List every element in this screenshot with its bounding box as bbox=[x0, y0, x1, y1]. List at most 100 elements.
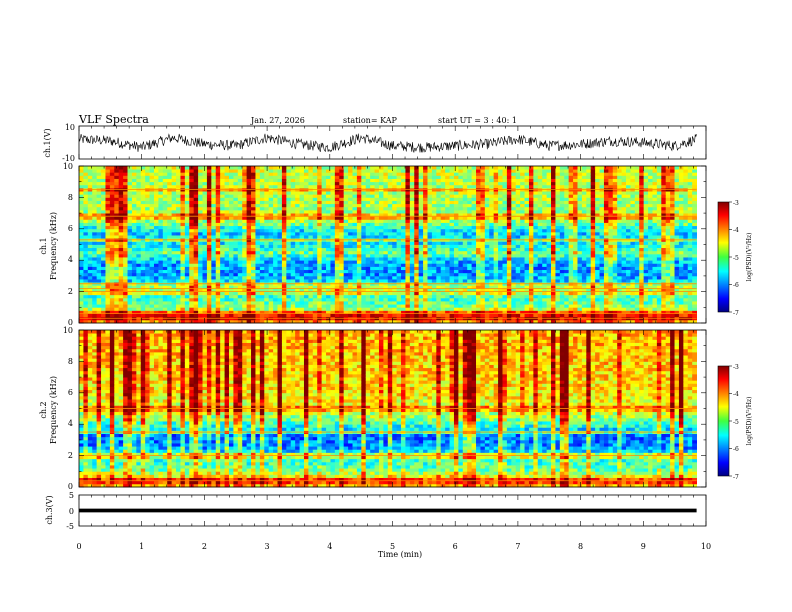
spectrogram-cell bbox=[458, 257, 464, 261]
spectrogram-cell bbox=[449, 301, 455, 305]
spectrogram-cell bbox=[286, 263, 292, 267]
spectrogram-cell bbox=[286, 219, 292, 223]
spectrogram-cell bbox=[145, 275, 150, 280]
spectrogram-cell bbox=[167, 304, 173, 308]
spectrogram-cell bbox=[290, 178, 296, 183]
spectrogram-cell bbox=[506, 297, 512, 302]
spectrogram-cell bbox=[449, 203, 455, 208]
spectrogram-cell bbox=[321, 247, 327, 252]
spectrogram-cell bbox=[458, 166, 464, 170]
spectrogram-cell bbox=[127, 263, 133, 267]
spectrogram-cell bbox=[418, 219, 424, 223]
spectrogram-cell bbox=[480, 200, 486, 205]
spectrogram-cell bbox=[343, 285, 349, 289]
spectrogram-cell bbox=[233, 231, 239, 236]
spectrogram-cell bbox=[202, 228, 208, 233]
spectrogram-cell bbox=[171, 219, 177, 223]
spectrogram-cell bbox=[264, 222, 270, 227]
spectrogram-cell bbox=[193, 206, 199, 211]
spectrogram-cell bbox=[215, 269, 221, 274]
spectrogram-cell bbox=[370, 209, 375, 214]
spectrogram-cell bbox=[502, 169, 508, 173]
spectrogram-cell bbox=[440, 235, 446, 239]
spectrogram-cell bbox=[153, 310, 159, 314]
spectrogram-cell bbox=[264, 313, 270, 318]
spectrogram-cell bbox=[251, 241, 256, 245]
spectrogram-cell bbox=[189, 269, 195, 274]
spectrogram-cell bbox=[431, 216, 437, 220]
spectrogram-cell bbox=[92, 310, 98, 314]
spectrogram-cell bbox=[220, 172, 225, 176]
spectrogram-cell bbox=[189, 200, 195, 205]
spectrogram-cell bbox=[489, 279, 495, 283]
spectrogram-cell bbox=[127, 197, 133, 201]
spectrogram-cell bbox=[193, 285, 199, 289]
spectrogram-cell bbox=[427, 294, 433, 299]
spectrogram-cell bbox=[149, 269, 155, 274]
spectrogram-cell bbox=[431, 244, 437, 249]
spectrogram-cell bbox=[228, 166, 234, 170]
spectrogram-cell bbox=[202, 206, 208, 211]
spectrogram-cell bbox=[321, 319, 327, 324]
spectrogram-cell bbox=[259, 216, 265, 220]
spectrogram-cell bbox=[101, 216, 106, 220]
spectrogram-cell bbox=[105, 247, 111, 252]
spectrogram-cell bbox=[471, 166, 477, 170]
spectrogram-cell bbox=[259, 294, 265, 299]
spectrogram-cell bbox=[246, 266, 252, 271]
spectrogram-cell bbox=[167, 241, 173, 245]
spectrogram-cell bbox=[440, 178, 446, 183]
spectrogram-cell bbox=[83, 253, 89, 258]
spectrogram-cell bbox=[321, 244, 327, 249]
spectrogram-cell bbox=[246, 219, 252, 223]
spectrogram-cell bbox=[343, 288, 349, 292]
spectrogram-cell bbox=[189, 304, 195, 308]
spectrogram-cell bbox=[140, 222, 146, 227]
spectrogram-cell bbox=[167, 228, 173, 233]
spectrogram-cell bbox=[418, 181, 424, 186]
spectrogram-cell bbox=[228, 169, 234, 173]
spectrogram-cell bbox=[290, 310, 296, 314]
spectrogram-cell bbox=[312, 235, 318, 239]
spectrogram-cell bbox=[449, 228, 455, 233]
spectrogram-cell bbox=[131, 291, 137, 296]
spectrogram-cell bbox=[268, 247, 274, 252]
spectrogram-cell bbox=[356, 285, 362, 289]
spectrogram-cell bbox=[436, 285, 442, 289]
spectrogram-cell bbox=[365, 172, 371, 176]
spectrogram-cell bbox=[109, 222, 115, 227]
spectrogram-cell bbox=[79, 228, 84, 233]
spectrogram-cell bbox=[370, 169, 375, 173]
spectrogram-cell bbox=[255, 219, 261, 223]
spectrogram-cell bbox=[162, 297, 168, 302]
spectrogram-cell bbox=[118, 169, 124, 173]
spectrogram-cell bbox=[123, 313, 128, 318]
spectrogram-cell bbox=[211, 206, 217, 211]
spectrogram-cell bbox=[167, 203, 173, 208]
spectrogram-cell bbox=[286, 260, 292, 264]
spectrogram-cell bbox=[246, 241, 252, 245]
spectrogram-cell bbox=[387, 235, 393, 239]
spectrogram-cell bbox=[273, 319, 278, 324]
spectrogram-cell bbox=[228, 257, 234, 261]
spectrogram-cell bbox=[352, 266, 358, 271]
spectrogram-cell bbox=[136, 209, 142, 214]
spectrogram-cell bbox=[277, 244, 283, 249]
spectrogram-cell bbox=[224, 219, 230, 223]
spectrogram-cell bbox=[206, 191, 212, 195]
spectrogram-cell bbox=[414, 244, 420, 249]
spectrogram-cell bbox=[334, 191, 340, 195]
spectrogram-cell bbox=[96, 200, 102, 205]
spectrogram-cell bbox=[153, 169, 159, 173]
spectrogram-cell bbox=[462, 260, 468, 264]
spectrogram-cell bbox=[445, 297, 450, 302]
spectrogram-cell bbox=[277, 175, 283, 179]
spectrogram-cell bbox=[127, 235, 133, 239]
spectrogram-cell bbox=[251, 216, 256, 220]
spectrogram-cell bbox=[339, 304, 345, 308]
spectrogram-cell bbox=[471, 294, 477, 299]
spectrogram-cell bbox=[215, 166, 221, 170]
spectrogram-cell bbox=[131, 275, 137, 280]
spectrogram-cell bbox=[220, 260, 225, 264]
spectrogram-cell bbox=[299, 213, 305, 217]
